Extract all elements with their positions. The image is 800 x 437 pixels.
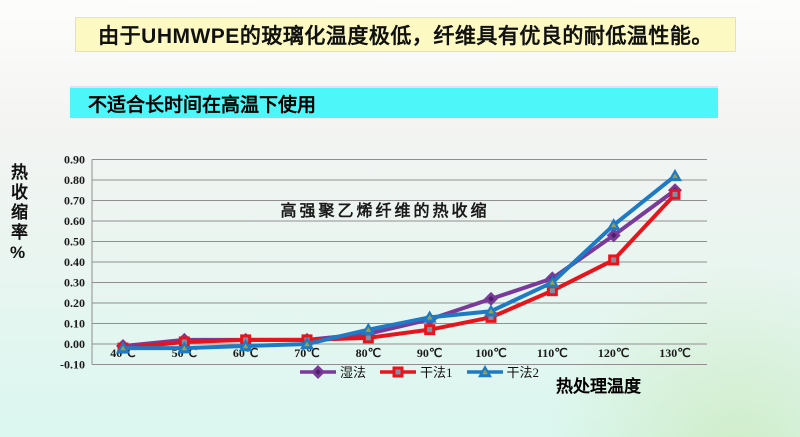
data-point-干法1-inner	[365, 335, 371, 341]
legend-item-湿法: 湿法	[298, 362, 366, 381]
title-banner-text: 由于UHMWPE的玻璃化温度极低，纤维具有优良的耐低温性能。	[98, 24, 713, 48]
data-point-干法1-inner	[672, 191, 678, 197]
data-point-干法2-inner	[426, 314, 433, 320]
series-line-干法2	[121, 173, 677, 351]
x-tick-label: 120℃	[598, 346, 629, 360]
data-point-湿法-inner	[610, 232, 617, 239]
x-tick-label: 130℃	[659, 346, 690, 360]
x-tick-label: 90℃	[417, 346, 442, 360]
legend-item-干法1: 干法1	[378, 362, 453, 381]
data-point-干法2-inner	[488, 308, 494, 314]
legend-item-干法2: 干法2	[465, 362, 540, 381]
data-point-干法2-inner	[181, 345, 188, 351]
x-tick-label: 100℃	[475, 346, 506, 360]
x-tick-label: 80℃	[356, 346, 381, 360]
data-point-干法1-inner	[549, 288, 555, 294]
y-tick-label: 0.90	[64, 153, 85, 167]
y-tick-label: 0.80	[64, 173, 85, 187]
data-point-干法2-inner	[610, 222, 617, 228]
subtitle-banner-text: 不适合长时间在高温下使用	[88, 94, 317, 116]
y-tick-label: 0.60	[64, 214, 85, 228]
data-point-湿法-inner	[488, 295, 494, 302]
data-point-干法1-inner	[488, 314, 494, 320]
y-tick-label: 0.30	[64, 276, 85, 290]
data-point-干法1-inner	[427, 327, 433, 333]
legend-marker-inner	[481, 369, 488, 374]
legend-label: 干法1	[420, 365, 453, 380]
legend-marker-icon	[380, 366, 417, 377]
legend-marker-inner	[395, 369, 401, 374]
y-tick-label: 0.40	[64, 255, 85, 269]
series-line-干法1	[121, 192, 677, 351]
x-tick-label: 110℃	[537, 346, 568, 360]
data-point-干法2-inner	[672, 173, 678, 179]
y-tick-label: 0.50	[64, 235, 85, 249]
legend-marker-inner	[315, 368, 321, 375]
legend-label: 干法2	[506, 365, 540, 380]
x-tick-label: 60℃	[233, 346, 258, 360]
y-tick-label: 0.00	[64, 337, 85, 351]
y-tick-label: 0.20	[64, 296, 85, 310]
legend-marker-icon	[300, 364, 336, 379]
x-tick-label: 70℃	[294, 346, 319, 360]
data-point-干法2-inner	[365, 327, 372, 332]
y-axis-title: 热收缩率%	[8, 163, 27, 265]
legend-label: 湿法	[340, 365, 367, 380]
legend-marker-icon	[466, 364, 503, 377]
y-tick-label: -0.10	[60, 358, 85, 372]
title-banner: 由于UHMWPE的玻璃化温度极低，纤维具有优良的耐低温性能。	[75, 17, 736, 52]
data-point-干法2-inner	[120, 345, 126, 351]
chart-legend: 湿法 干法1 干法2	[298, 362, 539, 381]
y-tick-label: 0.70	[64, 194, 85, 208]
y-tick-label: 0.10	[64, 317, 85, 331]
data-point-干法2-inner	[549, 280, 556, 285]
subtitle-banner: 不适合长时间在高温下使用	[70, 86, 718, 118]
data-point-干法2-inner	[304, 341, 310, 347]
data-point-干法1-inner	[611, 257, 617, 263]
chart-title: 高强聚乙烯纤维的热收缩	[280, 203, 490, 220]
data-point-干法2-inner	[242, 343, 249, 349]
x-axis-title: 热处理温度	[556, 377, 641, 396]
